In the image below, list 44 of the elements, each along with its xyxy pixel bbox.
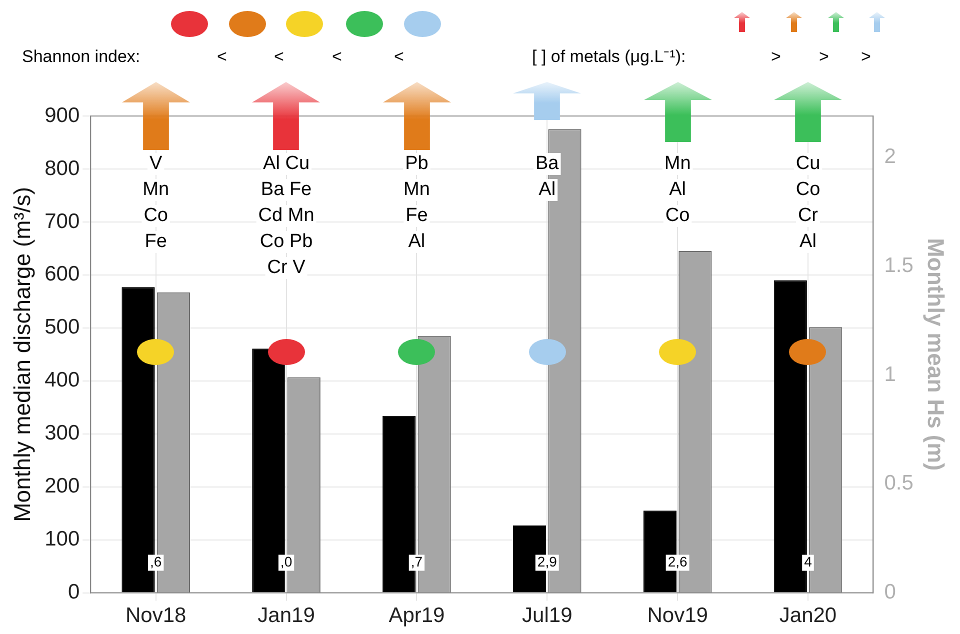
text: [ ] of metals (μg.L⁻¹): [532, 47, 686, 67]
annotation: 2,6 [668, 554, 688, 570]
annotation: Cu Co Cr Al [796, 153, 820, 252]
y-tick-label: 100 [44, 528, 80, 551]
annotation: ,7 [410, 554, 423, 570]
x-tick-label: Jan20 [779, 604, 837, 628]
y-axis-title: Monthly median discharge (m³/s) [9, 186, 36, 522]
text: < [394, 47, 404, 67]
y-tick-label: 0 [68, 580, 80, 604]
y-tick-label: 500 [44, 316, 80, 339]
y2-tick-label: 0.5 [884, 472, 914, 495]
text: < [217, 47, 227, 67]
annotation: Ba Al [536, 153, 560, 200]
annotation: ,6 [150, 554, 162, 570]
text: > [771, 47, 781, 67]
y-tick-label: 200 [44, 474, 80, 498]
annotation: ,0 [280, 554, 292, 570]
y-tick-label: 400 [44, 368, 80, 392]
y2-tick-label: 2 [884, 145, 896, 168]
text: > [861, 47, 871, 67]
annotation: 4 [804, 554, 812, 570]
x-tick-label: Nov19 [647, 604, 708, 628]
y-tick-label: 600 [44, 262, 80, 286]
text: > [819, 47, 829, 67]
annotation: Pb Mn Fe Al [404, 153, 430, 252]
y2-axis-title: Monthly mean Hs (m) [922, 238, 949, 471]
y-tick-label: 700 [44, 210, 80, 233]
x-tick-label: Jul19 [522, 604, 572, 628]
annotation: V Mn Co Fe [142, 153, 170, 252]
x-tick-label: Apr19 [388, 604, 445, 628]
text: < [274, 47, 284, 67]
text: < [332, 47, 342, 67]
annotation: Al Cu Ba Fe Cd Mn Co Pb Cr V [258, 153, 314, 278]
annotation: Mn Al Co [664, 153, 691, 226]
x-tick-label: Jan19 [258, 604, 315, 628]
annotation: 2,9 [537, 554, 558, 570]
y-tick-label: 800 [44, 156, 80, 180]
y2-tick-label: 1 [884, 362, 896, 386]
y2-tick-label: 0 [884, 580, 896, 604]
x-tick-label: Nov18 [126, 604, 186, 628]
y-tick-label: 300 [44, 422, 80, 445]
text: Shannon index: [22, 47, 140, 67]
y2-tick-label: 1.5 [884, 254, 914, 278]
y-tick-label: 900 [44, 104, 80, 127]
